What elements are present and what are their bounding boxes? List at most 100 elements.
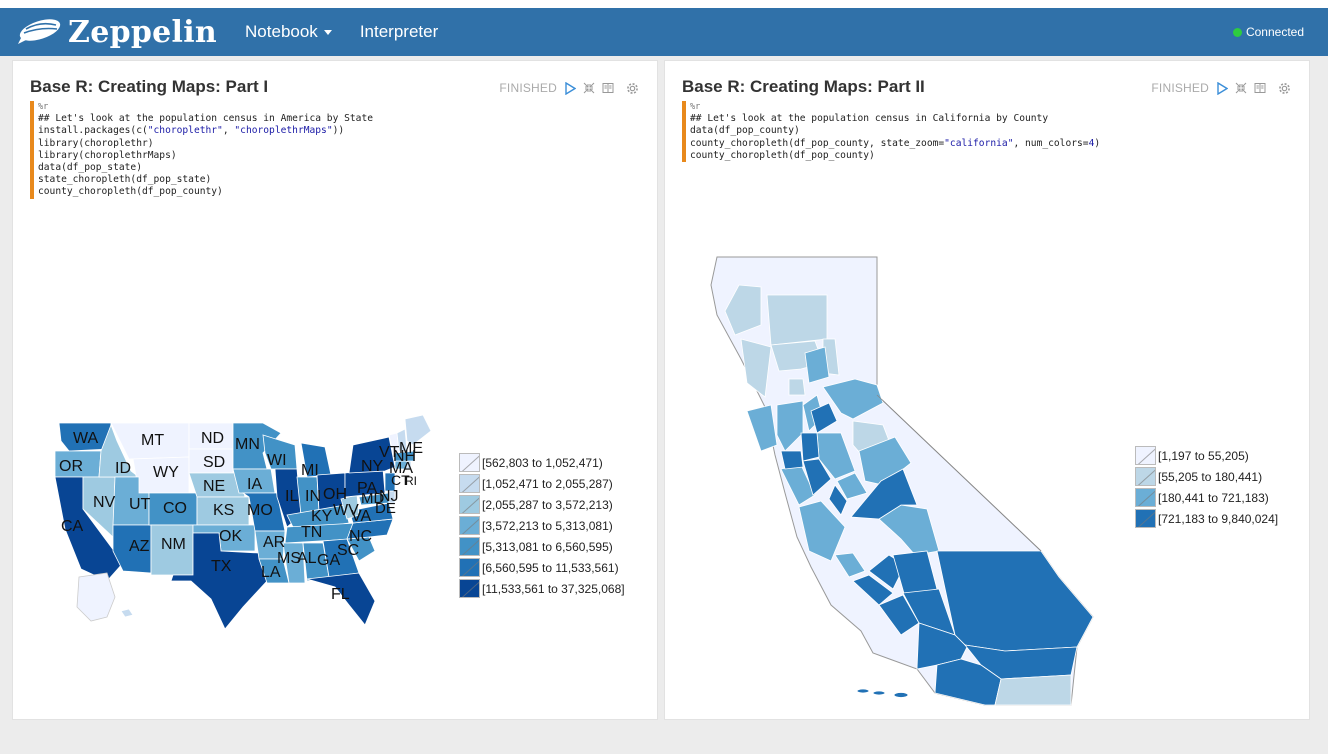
state-label: AL [297,550,317,567]
legend-label: [1,197 to 55,205) [1158,448,1249,463]
window-top-strip [0,0,1328,8]
legend-swatch [459,579,480,598]
legend-swatch [1135,467,1156,486]
state-HI [120,608,134,618]
state-label: DE [375,500,396,517]
paragraph-settings-button[interactable] [1278,82,1291,95]
map-legend: [1,197 to 55,205) [55,205 to 180,441) [180… [1135,445,1278,529]
county [836,472,868,500]
state-VA [348,502,394,524]
county [804,346,830,384]
state-label: NE [203,478,225,495]
legend-label: [5,313,081 to 6,560,595) [482,539,613,554]
code-line: install.packages(c("choroplethr", "choro… [38,125,345,137]
us-state-choropleth-map: WA MT ND MN ME OR ID WY SD WI MI VT NH N… [54,414,432,630]
code-editor[interactable]: %r ## Let's look at the population censu… [682,101,1282,162]
code-line: data(df_pop_state) [38,161,142,173]
hide-output-button[interactable] [602,82,614,94]
code-line: county_choropleth(df_pop_county, state_z… [690,137,1101,149]
state-label: NM [161,536,186,553]
state-AK [76,572,116,622]
state-FL [306,572,376,626]
channel-island [893,692,909,698]
county [746,404,778,452]
hide-editor-button[interactable] [1235,82,1247,94]
channel-island [856,688,870,694]
paragraph-settings-button[interactable] [626,82,639,95]
legend-swatch [1135,488,1156,507]
code-line: county_choropleth(df_pop_county) [690,149,875,161]
legend-swatch [459,558,480,577]
code-line: library(choroplethr) [38,137,154,149]
connection-status-text: Connected [1245,25,1304,39]
state-label: KY [311,508,333,525]
legend-item: [55,205 to 180,441) [1135,466,1278,487]
state-label: NJ [379,488,399,505]
gear-icon [1279,82,1290,94]
legend-item: [3,572,213 to 5,313,081) [459,515,625,536]
paragraph-part-2: Base R: Creating Maps: Part II FINISHED … [664,60,1310,720]
legend-label: [2,055,287 to 3,572,213) [482,497,613,512]
state-MS [282,542,306,584]
state-label: LA [261,564,281,581]
state-label: CT [391,472,410,488]
state-label: CO [163,500,187,517]
legend-label: [180,441 to 721,183) [1158,490,1269,505]
code-editor[interactable]: %r ## Let's look at the population censu… [30,101,630,199]
paragraph-title[interactable]: Base R: Creating Maps: Part I [30,77,269,96]
county [810,402,838,434]
code-line: county_choropleth(df_pop_county) [38,186,223,198]
state-label: IN [305,488,321,505]
play-icon [565,81,576,95]
county [834,552,866,578]
state-label: FL [331,586,350,603]
state-label: PA [357,480,377,497]
state-AZ [112,524,152,574]
state-NH [396,428,408,452]
state-label: MT [141,432,164,449]
county [766,294,828,346]
state-label: GA [317,552,340,569]
state-label: SC [337,542,359,559]
state-label: NH [393,448,416,465]
hide-output-button[interactable] [1254,82,1266,94]
collapse-icon [583,82,595,94]
state-label: MN [235,436,260,453]
state-label: MD [361,490,384,507]
legend-label: [721,183 to 9,840,024] [1158,511,1279,526]
legend-item: [11,533,561 to 37,325,068] [459,578,625,599]
code-line: ## Let's look at the population census i… [690,113,1049,125]
state-label: VA [351,508,371,525]
legend-swatch [1135,446,1156,465]
county [850,468,918,520]
paragraph-controls: FINISHED [499,81,639,95]
state-WA [58,422,112,452]
navbar: Zeppelin Notebook Interpreter Connected [0,8,1328,56]
nav-interpreter-link[interactable]: Interpreter [360,22,438,42]
county [802,458,832,496]
code-line: %r [38,102,49,112]
code-line: ## Let's look at the population census i… [38,113,374,125]
legend-label: [562,803 to 1,052,471) [482,455,603,470]
state-label: ID [115,460,131,477]
hide-editor-button[interactable] [583,82,595,94]
run-button[interactable] [564,81,576,95]
legend-label: [55,205 to 180,441) [1158,469,1263,484]
brand[interactable]: Zeppelin [14,15,217,50]
state-label: NC [349,528,372,545]
state-label: CA [61,518,84,535]
state-label: MA [389,460,413,477]
county [800,432,820,462]
play-icon [1217,81,1228,95]
run-button[interactable] [1216,81,1228,95]
paragraph-title[interactable]: Base R: Creating Maps: Part II [682,77,925,96]
county [776,400,804,452]
state-label: VT [379,444,400,461]
state-label: AZ [129,538,150,555]
state-label: TX [211,558,232,575]
state-label: OR [59,458,83,475]
state-label: IA [247,476,262,493]
state-label: WA [73,430,99,447]
state-MA [394,450,416,462]
nav-notebook-menu[interactable]: Notebook [245,22,332,42]
